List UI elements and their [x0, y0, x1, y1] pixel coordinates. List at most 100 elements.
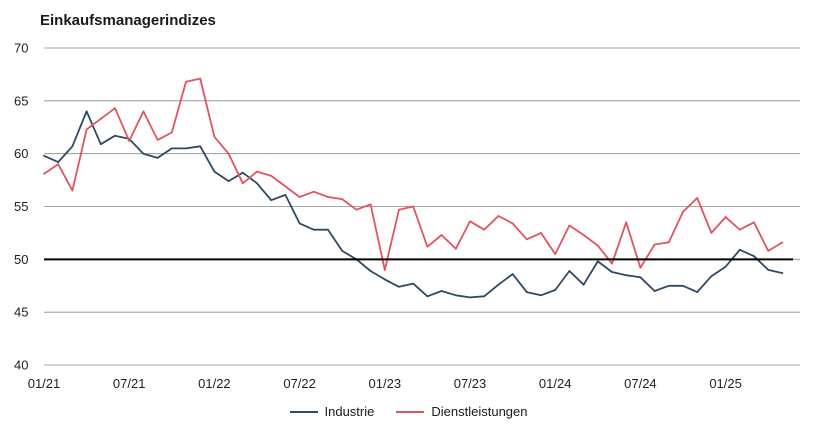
y-tick-label: 70	[14, 41, 28, 56]
data-point-dienstleistungen	[298, 196, 301, 198]
data-point-dienstleistungen	[327, 196, 329, 198]
data-point-industrie	[596, 260, 599, 263]
data-point-dienstleistungen	[99, 117, 102, 120]
data-point-dienstleistungen	[71, 189, 74, 192]
data-point-dienstleistungen	[540, 232, 542, 234]
legend-label-dienstleistungen: Dienstleistungen	[431, 404, 528, 419]
data-point-dienstleistungen	[625, 221, 628, 224]
data-point-dienstleistungen	[43, 172, 45, 175]
data-point-industrie	[369, 270, 372, 272]
data-point-dienstleistungen	[483, 228, 486, 231]
data-point-industrie	[440, 290, 443, 292]
data-point-dienstleistungen	[738, 228, 741, 231]
data-point-dienstleistungen	[781, 241, 784, 244]
data-point-industrie	[682, 284, 684, 287]
data-point-dienstleistungen	[412, 205, 415, 208]
legend: Industrie Dienstleistungen	[0, 404, 817, 419]
data-point-dienstleistungen	[256, 170, 258, 173]
data-point-industrie	[398, 285, 400, 288]
data-point-dienstleistungen	[270, 174, 273, 177]
data-point-industrie	[554, 289, 557, 291]
data-point-industrie	[383, 278, 386, 281]
data-point-dienstleistungen	[525, 238, 528, 241]
data-point-industrie	[511, 273, 514, 276]
data-point-industrie	[85, 110, 88, 113]
data-point-dienstleistungen	[199, 77, 202, 80]
series-line-dienstleistungen	[43, 77, 783, 271]
chart-title: Einkaufsmanagerindizes	[40, 12, 216, 29]
x-tick-label: 01/22	[198, 376, 231, 391]
data-point-industrie	[540, 294, 542, 297]
data-point-dienstleistungen	[241, 182, 244, 185]
data-point-industrie	[653, 290, 656, 292]
data-point-industrie	[142, 152, 145, 155]
data-point-industrie	[625, 274, 628, 277]
data-point-industrie	[412, 282, 415, 285]
data-point-dienstleistungen	[142, 110, 145, 113]
x-tick-label: 07/23	[454, 376, 487, 391]
data-point-industrie	[312, 228, 315, 231]
x-tick-label: 01/24	[539, 376, 572, 391]
data-point-dienstleistungen	[682, 210, 684, 213]
x-tick-label: 07/22	[283, 376, 316, 391]
data-point-industrie	[469, 296, 471, 299]
data-point-industrie	[241, 171, 244, 174]
data-point-industrie	[767, 269, 770, 271]
data-point-industrie	[753, 255, 755, 258]
data-point-industrie	[170, 147, 173, 150]
data-point-dienstleistungen	[767, 249, 770, 252]
data-point-dienstleistungen	[85, 128, 88, 131]
data-point-dienstleistungen	[398, 208, 400, 211]
data-point-industrie	[284, 193, 287, 196]
y-tick-label: 55	[14, 199, 28, 214]
x-tick-label: 01/21	[28, 376, 61, 391]
data-point-industrie	[710, 275, 713, 278]
x-tick-label: 07/21	[113, 376, 146, 391]
data-point-industrie	[696, 291, 699, 293]
x-tick-label: 01/23	[369, 376, 402, 391]
data-point-dienstleistungen	[582, 234, 585, 236]
data-point-industrie	[213, 170, 216, 173]
data-point-dienstleistungen	[369, 203, 372, 206]
data-point-industrie	[185, 147, 187, 150]
data-point-industrie	[327, 228, 329, 231]
data-point-dienstleistungen	[185, 80, 187, 83]
data-point-industrie	[483, 295, 486, 298]
data-point-dienstleistungen	[114, 107, 116, 110]
data-point-dienstleistungen	[667, 241, 670, 244]
data-point-industrie	[611, 271, 613, 273]
y-tick-label: 50	[14, 252, 28, 267]
data-point-dienstleistungen	[611, 262, 613, 265]
data-point-dienstleistungen	[312, 190, 315, 193]
data-point-dienstleistungen	[724, 216, 727, 218]
data-point-dienstleistungen	[639, 266, 642, 269]
data-point-dienstleistungen	[440, 234, 443, 236]
data-point-industrie	[738, 248, 741, 251]
data-point-dienstleistungen	[454, 247, 457, 250]
data-point-dienstleistungen	[710, 232, 713, 234]
legend-label-industrie: Industrie	[324, 404, 375, 419]
y-tick-label: 60	[14, 146, 28, 161]
data-point-dienstleistungen	[57, 163, 60, 166]
data-point-industrie	[497, 283, 500, 286]
data-point-dienstleistungen	[341, 198, 344, 201]
data-point-dienstleistungen	[497, 215, 500, 217]
data-point-industrie	[568, 270, 571, 272]
y-tick-label: 45	[14, 305, 28, 320]
data-point-industrie	[298, 222, 301, 225]
data-point-industrie	[99, 143, 102, 146]
data-point-industrie	[525, 291, 528, 293]
data-point-industrie	[114, 134, 116, 137]
data-point-dienstleistungen	[511, 222, 514, 225]
data-point-industrie	[156, 156, 159, 159]
data-point-dienstleistungen	[383, 269, 386, 271]
data-point-industrie	[667, 284, 670, 287]
data-point-dienstleistungen	[284, 185, 287, 188]
legend-item-industrie: Industrie	[289, 404, 375, 419]
data-point-industrie	[43, 154, 45, 157]
data-point-industrie	[426, 295, 429, 298]
data-point-industrie	[639, 276, 642, 279]
legend-item-dienstleistungen: Dienstleistungen	[396, 404, 528, 419]
data-point-industrie	[199, 145, 202, 148]
data-point-dienstleistungen	[568, 224, 571, 227]
